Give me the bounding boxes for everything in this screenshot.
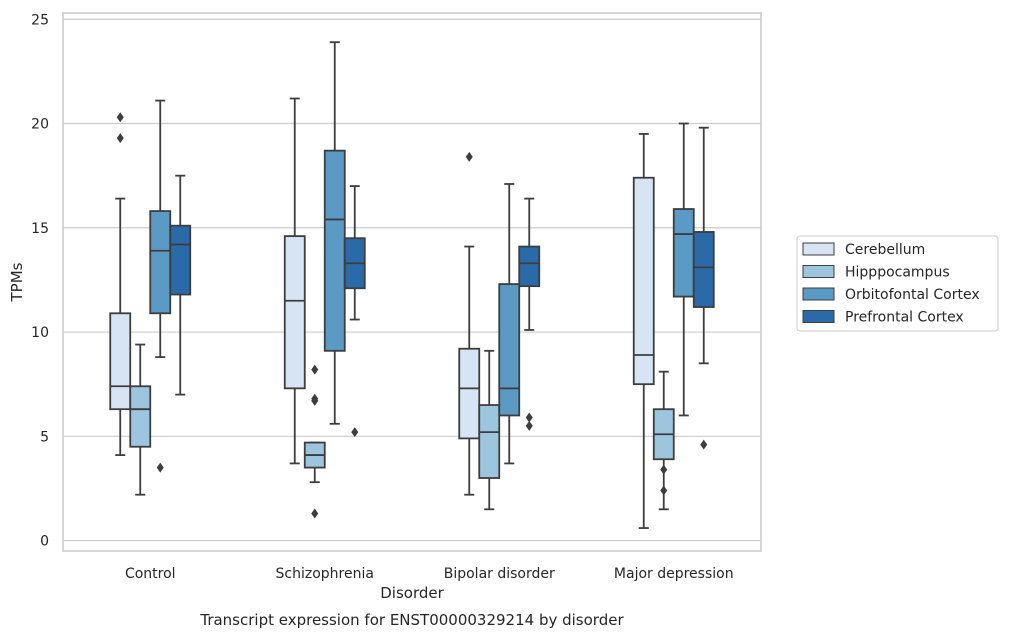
box-plot — [498, 183, 521, 465]
box-iqr — [109, 312, 132, 411]
outlier-point — [311, 508, 319, 519]
x-axis-label: Disorder — [380, 584, 444, 602]
legend-swatch — [802, 265, 835, 278]
outlier-point — [116, 112, 124, 123]
series-cerebellum — [109, 97, 655, 529]
x-axis-ticks: Control Schizophrenia Bipolar disorder Majo… — [125, 566, 734, 582]
box-iqr — [672, 208, 695, 298]
y-tick-label: 10 — [31, 325, 49, 341]
box-plot — [518, 197, 541, 431]
box-plot — [672, 122, 695, 417]
box-plot — [478, 349, 501, 511]
x-tick-label: Bipolar disorder — [444, 566, 555, 582]
box-plot — [303, 364, 326, 519]
x-tick-label: Major depression — [614, 566, 734, 582]
box-iqr — [458, 347, 481, 440]
outlier-point — [311, 393, 319, 404]
box-plot — [109, 112, 132, 456]
box-iqr — [632, 176, 655, 386]
box-iqr — [692, 231, 715, 308]
y-tick-label: 5 — [40, 429, 49, 445]
box-iqr — [478, 404, 501, 479]
outlier-point — [700, 439, 708, 450]
outlier-point — [660, 485, 668, 496]
box-plot — [323, 41, 346, 425]
box-plot — [129, 343, 152, 496]
legend: Cerebellum Hipppocampus Orbitofontal Corte… — [796, 235, 999, 332]
box-iqr — [283, 235, 306, 390]
outlier-point — [116, 133, 124, 144]
series-orbitofontal-cortex — [149, 41, 695, 473]
box-plot — [458, 151, 481, 496]
box-plot — [283, 97, 306, 465]
box-plot — [343, 185, 366, 438]
chart-caption: Transcript expression for ENST0000032921… — [199, 611, 624, 629]
box-plot — [692, 126, 715, 450]
box-plot — [632, 133, 655, 529]
outlier-point — [525, 420, 533, 431]
box-iqr — [498, 283, 521, 417]
plot-area-frame — [62, 12, 762, 552]
outlier-point — [465, 151, 473, 162]
legend-frame — [796, 235, 999, 332]
box-iqr — [149, 210, 172, 315]
outlier-point — [351, 427, 359, 438]
y-tick-label: 15 — [31, 221, 49, 237]
legend-label: Cerebellum — [845, 242, 925, 258]
x-tick-label: Control — [125, 566, 176, 582]
legend-label: Hipppocampus — [845, 265, 950, 281]
y-axis-label: TPMs — [8, 262, 26, 302]
y-tick-label: 25 — [31, 12, 49, 28]
y-tick-label: 20 — [31, 117, 49, 133]
outlier-point — [311, 364, 319, 375]
box-series — [109, 41, 715, 529]
series-hipppocampus — [129, 343, 675, 519]
box-plot — [652, 370, 675, 511]
series-prefrontal-cortex — [169, 126, 715, 450]
box-plot — [169, 174, 192, 396]
x-tick-label: Schizophrenia — [276, 566, 374, 582]
box-iqr — [169, 224, 192, 296]
y-tick-label: 0 — [40, 534, 49, 550]
legend-label: Prefrontal Cortex — [845, 310, 964, 326]
outlier-point — [660, 464, 668, 475]
outlier-point — [156, 462, 164, 473]
legend-swatch — [802, 310, 835, 323]
box-iqr — [323, 149, 346, 352]
y-axis-ticks: 0 5 10 15 20 25 — [31, 12, 49, 549]
box-iqr — [518, 245, 541, 288]
box-iqr — [129, 385, 152, 448]
legend-label: Orbitofontal Cortex — [845, 287, 980, 303]
legend-swatch — [802, 242, 835, 256]
legend-swatch — [802, 287, 835, 301]
outlier-point — [525, 412, 533, 423]
